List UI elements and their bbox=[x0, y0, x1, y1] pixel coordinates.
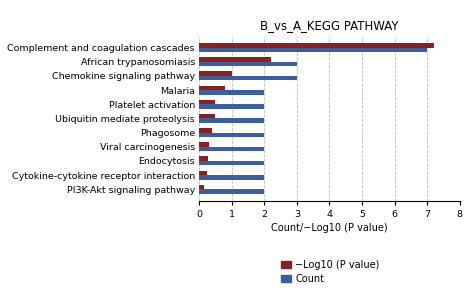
Bar bbox=[199, 170, 207, 175]
Bar bbox=[199, 43, 434, 48]
Legend: −Log10 (P value), Count: −Log10 (P value), Count bbox=[277, 256, 383, 287]
Bar bbox=[199, 147, 264, 151]
Bar bbox=[199, 142, 209, 147]
Bar bbox=[199, 133, 264, 137]
Bar bbox=[199, 57, 271, 62]
Bar bbox=[199, 189, 264, 194]
Bar bbox=[199, 175, 264, 180]
Bar bbox=[199, 76, 297, 81]
Bar bbox=[199, 62, 297, 66]
Bar bbox=[199, 128, 212, 133]
Bar bbox=[199, 104, 264, 109]
Bar bbox=[199, 71, 232, 76]
Bar bbox=[199, 118, 264, 123]
Bar bbox=[199, 48, 427, 52]
Bar bbox=[199, 86, 225, 90]
Bar bbox=[199, 114, 215, 118]
Bar bbox=[199, 100, 215, 104]
Bar bbox=[199, 185, 204, 189]
Title: B_vs_A_KEGG PATHWAY: B_vs_A_KEGG PATHWAY bbox=[260, 19, 399, 32]
Bar bbox=[199, 161, 264, 165]
Bar bbox=[199, 90, 264, 95]
X-axis label: Count/−Log10 (P value): Count/−Log10 (P value) bbox=[271, 223, 388, 234]
Bar bbox=[199, 156, 208, 161]
